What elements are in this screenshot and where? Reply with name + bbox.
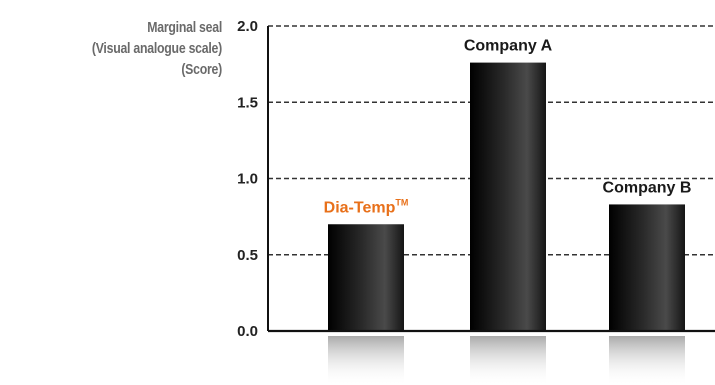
y-axis-label-line-3: (Score) [181,61,222,78]
bar [470,62,546,331]
bar-category-label: Dia-TempTM [324,197,409,216]
bar-reflection [470,336,546,385]
bar-reflection [328,336,404,385]
bar-category-label: Company A [464,38,553,55]
bar-reflection [609,336,685,385]
y-tick-label: 1.0 [237,171,258,188]
y-tick-label: 0.0 [237,323,258,340]
bar-category-label: Company B [603,179,692,196]
y-axis-label-line-2: (Visual analogue scale) [91,40,222,57]
y-tick-label: 1.5 [237,94,258,111]
y-axis-label-line-1: Marginal seal [147,19,222,36]
bar [328,224,404,331]
y-tick-label: 2.0 [237,18,258,35]
bar [609,204,685,331]
y-axis-label: Marginal seal (Visual analogue scale) (S… [40,19,222,99]
trademark-mark: TM [395,197,408,207]
y-tick-label: 0.5 [237,247,258,264]
